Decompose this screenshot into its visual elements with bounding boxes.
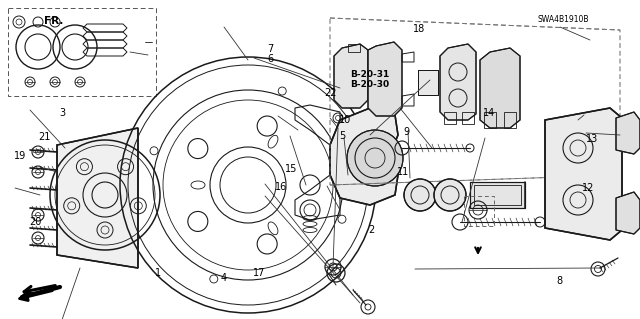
- Text: FR.: FR.: [44, 16, 63, 26]
- Bar: [474, 185, 521, 205]
- Text: 1: 1: [155, 268, 161, 278]
- Circle shape: [404, 179, 436, 211]
- Polygon shape: [616, 192, 640, 234]
- Text: 21: 21: [38, 132, 51, 142]
- Circle shape: [347, 130, 403, 186]
- Bar: [8, 8, 156, 96]
- Circle shape: [434, 179, 466, 211]
- Polygon shape: [480, 48, 520, 128]
- Text: 12: 12: [582, 183, 595, 193]
- Polygon shape: [330, 108, 398, 205]
- Text: 11: 11: [397, 167, 409, 177]
- Text: B-20-31: B-20-31: [350, 70, 389, 79]
- Bar: [470, 182, 525, 208]
- Polygon shape: [440, 44, 476, 120]
- Text: 15: 15: [285, 164, 297, 174]
- Text: 16: 16: [275, 182, 287, 192]
- Polygon shape: [57, 128, 138, 268]
- Polygon shape: [368, 42, 402, 116]
- Polygon shape: [616, 112, 640, 154]
- Polygon shape: [334, 44, 368, 108]
- Text: 7: 7: [268, 44, 274, 55]
- Polygon shape: [545, 108, 622, 240]
- Text: 20: 20: [29, 217, 41, 227]
- Text: 13: 13: [586, 134, 598, 144]
- Text: 18: 18: [413, 24, 425, 34]
- Text: 14: 14: [483, 108, 495, 118]
- Bar: [470, 182, 525, 208]
- Text: SWA4B1910B: SWA4B1910B: [538, 15, 589, 24]
- Text: B-20-30: B-20-30: [350, 80, 389, 89]
- Bar: [418, 70, 438, 95]
- Text: 2: 2: [368, 225, 374, 235]
- Text: 9: 9: [403, 127, 410, 137]
- Text: 6: 6: [268, 54, 274, 64]
- Bar: [418, 70, 438, 95]
- Text: 10: 10: [339, 115, 351, 125]
- Text: 4: 4: [221, 272, 227, 283]
- Text: 3: 3: [59, 108, 65, 118]
- Text: 17: 17: [253, 268, 265, 278]
- Bar: [464, 196, 494, 226]
- Text: 5: 5: [339, 130, 346, 141]
- Text: 19: 19: [14, 151, 26, 161]
- Text: 8: 8: [557, 276, 563, 286]
- Text: 22: 22: [324, 87, 337, 98]
